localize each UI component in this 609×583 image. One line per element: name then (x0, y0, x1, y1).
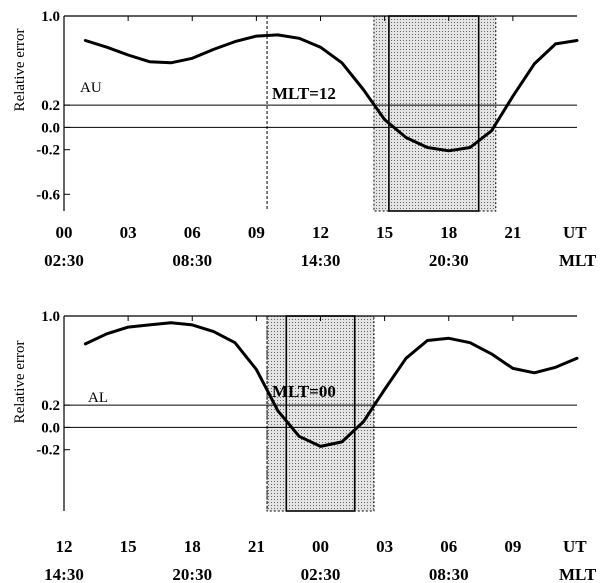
x-tick-label-ut: 03 (120, 223, 137, 242)
mlt-annotation: MLT=00 (272, 382, 336, 401)
series-line (83, 33, 579, 153)
x-tick-label-mlt: 02:30 (301, 565, 341, 583)
y-axis-title: Relative error (12, 29, 28, 112)
x-tick-label-ut: 12 (312, 223, 329, 242)
x-tick-label-mlt: 20:30 (172, 565, 212, 583)
y-tick-label: -0.2 (36, 443, 60, 459)
x-tick-label-ut: 00 (312, 537, 329, 556)
x-axis-unit-ut: UT (563, 537, 587, 556)
y-axis-title: Relative error (12, 341, 28, 424)
x-tick-label-ut: 09 (504, 537, 521, 556)
panel-label: AU (80, 80, 102, 96)
x-tick-label-ut: 21 (248, 537, 265, 556)
y-tick-label: 0.0 (41, 420, 60, 436)
x-tick-label-ut: 15 (376, 223, 393, 242)
x-tick-label-ut: 09 (248, 223, 265, 242)
x-axis-unit-mlt: MLT (559, 251, 597, 270)
series-line (83, 321, 579, 448)
y-tick-label: 1.0 (41, 309, 60, 325)
x-tick-label-ut: 18 (184, 537, 201, 556)
x-tick-label-ut: 15 (120, 537, 137, 556)
x-tick-label-mlt: 02:30 (44, 251, 84, 270)
x-tick-label-mlt: 14:30 (44, 565, 84, 583)
y-tick-label: 0.0 (41, 120, 60, 136)
x-tick-label-mlt: 08:30 (172, 251, 212, 270)
x-tick-label-ut: 18 (440, 223, 457, 242)
x-axis-unit-mlt: MLT (559, 565, 597, 583)
y-tick-label: 0.2 (41, 98, 60, 114)
y-tick-label: -0.6 (36, 187, 60, 203)
x-tick-label-ut: 21 (504, 223, 521, 242)
x-axis-unit-ut: UT (563, 223, 587, 242)
x-tick-label-mlt: 14:30 (301, 251, 341, 270)
y-tick-label: -0.2 (36, 143, 60, 159)
x-tick-label-mlt: 08:30 (429, 565, 469, 583)
mlt-annotation: MLT=12 (272, 84, 336, 103)
panel-label: AL (88, 390, 108, 406)
au-panel: 1.0 0.2 0.0 -0.2 -0.6 00 03 06 09 12 15 18 21 02:30 08… (12, 9, 597, 270)
x-tick-label-ut: 03 (376, 537, 393, 556)
shaded-region-inner (388, 15, 480, 212)
al-panel: 1.0 0.2 0.0 -0.2 12 15 18 21 00 03 06 09 14:30 20:30 0… (12, 309, 597, 583)
x-tick-label-mlt: 20:30 (429, 251, 469, 270)
x-tick-label-ut: 06 (440, 537, 457, 556)
x-tick-label-ut: 06 (184, 223, 201, 242)
x-tick-label-ut: 12 (56, 537, 73, 556)
y-tick-label: 1.0 (41, 9, 60, 25)
x-tick-label-ut: 00 (56, 223, 73, 242)
shaded-region-inner (285, 315, 356, 512)
y-tick-label: 0.2 (41, 398, 60, 414)
